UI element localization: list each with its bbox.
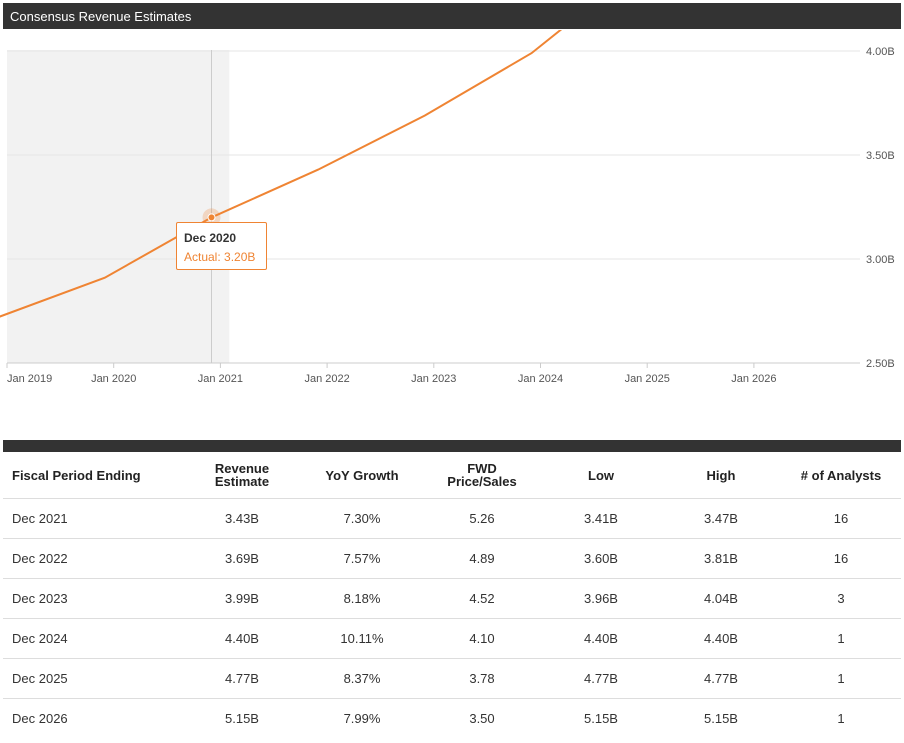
- table-cell: 16: [781, 498, 901, 539]
- table-cell: Dec 2026: [12, 711, 68, 726]
- column-header[interactable]: FWD Price/Sales: [423, 452, 541, 499]
- table-cell: 5.26: [423, 498, 541, 539]
- panel-title: Consensus Revenue Estimates: [3, 3, 901, 29]
- table-row: Dec 2026 5.15B 7.99% 3.50 5.15B 5.15B 1: [3, 699, 901, 739]
- table-cell: 7.30%: [301, 498, 423, 539]
- table-cell: 1: [781, 618, 901, 659]
- table-cell: 3.60B: [541, 538, 661, 579]
- table-cell: 3.69B: [183, 538, 301, 579]
- table-cell: 4.52: [423, 578, 541, 619]
- column-header[interactable]: YoY Growth: [301, 452, 423, 499]
- table-cell: 3.50: [469, 711, 495, 726]
- table-cell: 4.40B: [541, 618, 661, 659]
- table-cell: 3.99B: [183, 578, 301, 619]
- table-row: Dec 2025 4.77B 8.37% 3.78 4.77B 4.77B 1: [3, 658, 901, 699]
- table-cell: 3.41B: [541, 498, 661, 539]
- table-cell: 8.37%: [301, 658, 423, 699]
- column-header[interactable]: # of Analysts: [781, 452, 901, 499]
- table-header-bar: [3, 440, 901, 452]
- table-cell: 10.11%: [301, 618, 423, 659]
- table-cell: Dec 2024: [3, 618, 183, 659]
- table-cell: 3.81B: [661, 538, 781, 579]
- table-cell: 16: [781, 538, 901, 579]
- y-tick-label: 3.50B: [866, 150, 895, 162]
- table-cell: 4.10: [423, 618, 541, 659]
- x-tick-label: Jan 2026: [731, 373, 776, 385]
- table-cell: 3.47B: [661, 498, 781, 539]
- x-tick-label: Jan 2025: [625, 373, 670, 385]
- y-tick-label: 3.00B: [866, 254, 895, 266]
- table-cell: 4.40B: [183, 618, 301, 659]
- actuals-shade: [7, 50, 230, 363]
- table-cell: 4.77B: [541, 658, 661, 699]
- table-cell: 7.99%: [343, 711, 381, 726]
- table-cell: 5.15B: [225, 711, 259, 726]
- table-cell: Dec 2023: [3, 578, 183, 619]
- table-cell: 1: [781, 658, 901, 699]
- x-tick-label: Jan 2022: [304, 373, 349, 385]
- table-cell: 3.43B: [183, 498, 301, 539]
- table-cell: Dec 2025: [3, 658, 183, 699]
- table-cell: 5.15B: [704, 711, 738, 726]
- table-cell: Dec 2022: [3, 538, 183, 579]
- series-line: [0, 30, 563, 318]
- table-row: Dec 2023 3.99B 8.18% 4.52 3.96B 4.04B 3: [3, 578, 901, 619]
- table-cell: 3.96B: [541, 578, 661, 619]
- table-cell: 4.77B: [661, 658, 781, 699]
- tooltip-title: Dec 2020: [184, 231, 237, 245]
- column-header[interactable]: Revenue Estimate: [183, 452, 301, 499]
- x-tick-label: Jan 2020: [91, 373, 136, 385]
- chart-tooltip: Dec 2020 Actual: 3.20B: [176, 222, 267, 270]
- table-cell: 7.57%: [301, 538, 423, 579]
- x-tick-label: Jan 2021: [198, 373, 243, 385]
- table-cell: 4.04B: [661, 578, 781, 619]
- table-cell: 4.89: [423, 538, 541, 579]
- table-row: Dec 2021 3.43B 7.30% 5.26 3.41B 3.47B 16: [3, 498, 901, 539]
- table-cell: 3: [781, 578, 901, 619]
- x-tick-label: Jan 2019: [7, 373, 52, 385]
- table-cell: 3.78: [423, 658, 541, 699]
- table-cell: 1: [837, 711, 845, 726]
- x-tick-label: Jan 2023: [411, 373, 456, 385]
- table-cell: 4.40B: [661, 618, 781, 659]
- table-row: Dec 2022 3.69B 7.57% 4.89 3.60B 3.81B 16: [3, 538, 901, 579]
- column-header[interactable]: Fiscal Period Ending: [3, 452, 183, 499]
- tooltip-value: Actual: 3.20B: [184, 250, 256, 264]
- y-tick-label: 4.00B: [866, 46, 895, 58]
- table-cell: 8.18%: [301, 578, 423, 619]
- highlight-point: [207, 213, 216, 222]
- table-header-row: Fiscal Period Ending Revenue Estimate YoY…: [3, 452, 901, 499]
- table-cell: Dec 2021: [3, 498, 183, 539]
- table-row: Dec 2024 4.40B 10.11% 4.10 4.40B 4.40B 1: [3, 618, 901, 659]
- column-header[interactable]: High: [661, 452, 781, 499]
- y-tick-label: 2.50B: [866, 358, 895, 370]
- column-header[interactable]: Low: [541, 452, 661, 499]
- table-cell: 5.15B: [584, 711, 618, 726]
- table-cell: 4.77B: [183, 658, 301, 699]
- x-tick-label: Jan 2024: [518, 373, 563, 385]
- estimates-table: Fiscal Period Ending Revenue Estimate YoY…: [3, 452, 901, 738]
